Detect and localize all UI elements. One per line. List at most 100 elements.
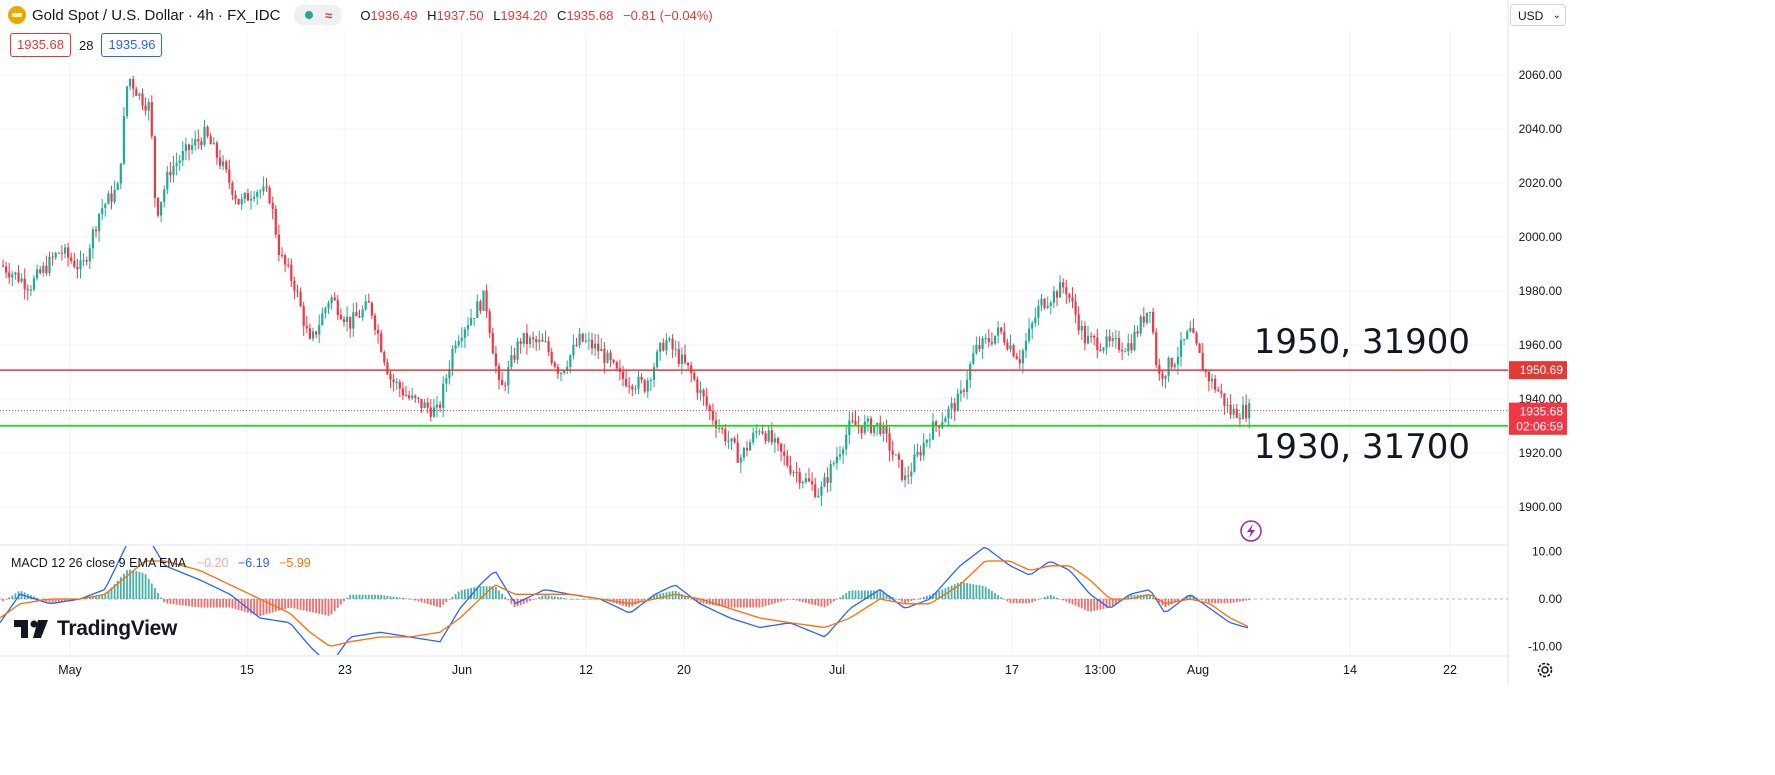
candle-body bbox=[1015, 356, 1018, 360]
flash-icon[interactable] bbox=[1240, 520, 1262, 542]
macd-hist-bar bbox=[231, 599, 234, 609]
macd-hist-bar bbox=[836, 599, 838, 600]
candle-body bbox=[745, 447, 749, 451]
candle-body bbox=[1136, 331, 1139, 334]
signal-line bbox=[0, 560, 1249, 647]
macd-hist-bar bbox=[309, 599, 311, 612]
candle-body bbox=[1009, 345, 1012, 350]
macd-hist-bar bbox=[913, 599, 916, 601]
candle-body bbox=[240, 198, 243, 205]
candle-body bbox=[1217, 389, 1220, 392]
macd-hist-bar bbox=[1059, 599, 1061, 600]
candle-body bbox=[665, 340, 668, 351]
macd-hist-bar bbox=[237, 599, 240, 611]
time-tick: 17 bbox=[1005, 663, 1019, 677]
macd-hist-bar bbox=[64, 599, 66, 602]
time-axis[interactable]: May 15 23 Jun 12 20 Jul 17 13:00 Aug 14 22 bbox=[58, 663, 1457, 677]
candle-body bbox=[513, 355, 516, 360]
macd-hist-bar bbox=[324, 599, 327, 616]
macd-hist-bar bbox=[718, 599, 720, 606]
macd-hist-bar bbox=[947, 586, 950, 599]
candle-body bbox=[820, 486, 823, 496]
candle-body bbox=[144, 105, 147, 111]
candle-body bbox=[1155, 332, 1158, 366]
macd-hist-bar bbox=[1115, 599, 1117, 604]
candle-body bbox=[625, 378, 628, 386]
macd-hist-bar bbox=[1198, 598, 1201, 600]
macd-hist-bar bbox=[268, 599, 271, 614]
candle-body bbox=[187, 144, 191, 150]
candle-body bbox=[5, 266, 8, 273]
candle-body bbox=[48, 256, 51, 274]
candle-body bbox=[479, 301, 482, 311]
macd-hist-bar bbox=[1186, 596, 1189, 599]
candle-body bbox=[742, 447, 745, 458]
macd-hist-bar bbox=[823, 599, 826, 608]
macd-hist-bar bbox=[144, 574, 147, 599]
candle-body bbox=[318, 325, 321, 335]
candle-body bbox=[559, 372, 563, 374]
candle-body bbox=[380, 333, 383, 352]
macd-hist-bar bbox=[1080, 599, 1083, 609]
candle-body bbox=[367, 301, 370, 303]
candle-body bbox=[640, 376, 643, 381]
candle-body bbox=[1167, 358, 1170, 376]
macd-legend[interactable]: MACD 12 26 close 9 EMA EMA −0.20 −6.19 −… bbox=[11, 556, 311, 570]
tradingview-logo[interactable]: TradingView bbox=[14, 617, 177, 641]
macd-title: MACD 12 26 close 9 EMA EMA bbox=[11, 556, 186, 570]
macd-hist-bar bbox=[433, 599, 435, 606]
macd-hist-bar bbox=[302, 599, 305, 611]
candle-body bbox=[197, 139, 200, 142]
symbol-title[interactable]: Gold Spot / U.S. Dollar · 4h · FX_IDC bbox=[32, 6, 281, 24]
candle-body bbox=[305, 325, 308, 329]
macd-hist-bar bbox=[17, 591, 20, 599]
macd-hist-bar bbox=[1093, 599, 1096, 611]
candle-body bbox=[811, 481, 814, 485]
macd-hist-bar bbox=[724, 599, 727, 607]
candle-body bbox=[1201, 352, 1204, 371]
candle-body bbox=[1068, 294, 1071, 298]
macd-hist-bar bbox=[894, 598, 897, 600]
candle-body bbox=[569, 355, 572, 367]
candle-body bbox=[1121, 350, 1124, 352]
macd-hist-bar bbox=[832, 599, 835, 602]
macd-hist-bar bbox=[191, 599, 193, 607]
candle-body bbox=[916, 451, 919, 455]
candle-body bbox=[163, 189, 166, 202]
macd-hist-bar bbox=[1189, 594, 1192, 599]
macd-hist-bar bbox=[743, 599, 745, 608]
candle-body bbox=[990, 342, 993, 344]
macd-hist-bar bbox=[181, 599, 184, 606]
macd-hist-bar bbox=[240, 599, 243, 611]
candle-body bbox=[662, 342, 665, 351]
macd-hist-bar bbox=[113, 584, 116, 599]
candle-body bbox=[206, 126, 209, 137]
candle-body bbox=[466, 325, 470, 330]
candle-body bbox=[711, 411, 714, 421]
currency-select[interactable]: USD ⌄ bbox=[1510, 4, 1566, 26]
macd-hist-bar bbox=[247, 599, 249, 613]
gear-icon[interactable] bbox=[1535, 660, 1555, 680]
candle-body bbox=[544, 341, 547, 343]
ask-price[interactable]: 1935.96 bbox=[101, 33, 163, 57]
macd-hist-bar bbox=[1068, 599, 1071, 604]
macd-hist-bar bbox=[922, 596, 925, 599]
macd-hist-bar bbox=[1096, 599, 1099, 611]
candle-body bbox=[950, 403, 953, 409]
candle-body bbox=[1108, 336, 1111, 341]
macd-hist-bar bbox=[498, 590, 500, 599]
macd-hist-bar bbox=[1229, 599, 1232, 604]
candle-body bbox=[268, 187, 271, 203]
candle-body bbox=[135, 88, 138, 96]
macd-hist-bar bbox=[48, 599, 51, 604]
macd-hist-bar bbox=[284, 599, 286, 609]
macd-hist-bar bbox=[1000, 597, 1003, 599]
market-status-icon[interactable]: ≈ bbox=[294, 5, 343, 25]
price-axis[interactable]: 2060.00 2040.00 2020.00 2000.00 1980.00 1960.… bbox=[1509, 68, 1567, 654]
bid-price[interactable]: 1935.68 bbox=[10, 33, 71, 57]
candle-body bbox=[321, 313, 324, 326]
macd-hist-bar bbox=[482, 586, 485, 599]
macd-hist-bar bbox=[135, 571, 138, 599]
candle-body bbox=[243, 192, 246, 199]
